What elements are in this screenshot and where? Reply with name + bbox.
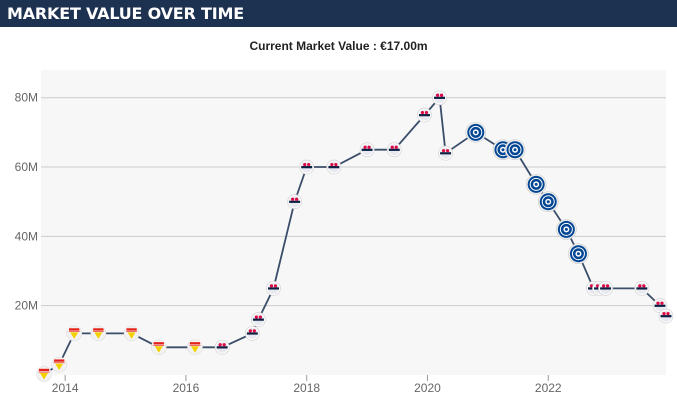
data-point[interactable] (658, 308, 674, 324)
data-point[interactable] (598, 280, 614, 296)
data-points[interactable] (36, 90, 674, 382)
data-point[interactable] (150, 339, 167, 356)
data-point[interactable] (90, 325, 107, 342)
data-point[interactable] (438, 145, 453, 161)
data-point[interactable] (432, 90, 447, 106)
x-tick-label: 2014 (52, 381, 79, 395)
data-point[interactable] (123, 325, 140, 342)
x-tick-label: 2020 (414, 381, 441, 395)
x-tick-label: 2016 (173, 381, 200, 395)
data-point[interactable] (51, 356, 67, 373)
data-point[interactable] (417, 107, 432, 123)
section-header: MARKET VALUE OVER TIME (0, 0, 677, 27)
y-tick-label: 40M (15, 229, 38, 243)
x-axis: 2014 2016 2018 2020 2022 (52, 375, 562, 395)
data-point[interactable] (66, 325, 83, 342)
data-point[interactable] (386, 142, 402, 158)
data-point[interactable] (634, 280, 650, 296)
data-point[interactable] (214, 339, 230, 355)
x-tick-label: 2018 (293, 381, 320, 395)
data-point[interactable] (250, 312, 266, 327)
y-axis: 20M 40M 60M 80M (15, 91, 38, 313)
y-tick-label: 60M (15, 160, 38, 174)
y-tick-label: 80M (15, 91, 38, 105)
data-point[interactable] (359, 142, 375, 158)
x-tick-label: 2022 (535, 381, 562, 395)
data-point[interactable] (36, 366, 52, 382)
data-point[interactable] (299, 159, 315, 175)
data-point[interactable] (187, 339, 203, 356)
data-point[interactable] (504, 139, 526, 161)
data-point[interactable] (266, 280, 281, 296)
data-point[interactable] (244, 326, 260, 341)
data-point[interactable] (465, 122, 487, 143)
data-point[interactable] (537, 191, 559, 213)
data-point[interactable] (568, 243, 589, 264)
data-point[interactable] (287, 194, 303, 210)
data-point[interactable] (525, 174, 547, 195)
current-market-value: Current Market Value : €17.00m (249, 39, 428, 53)
y-tick-label: 20M (15, 299, 38, 313)
data-point[interactable] (556, 219, 577, 240)
data-point[interactable] (326, 159, 342, 175)
